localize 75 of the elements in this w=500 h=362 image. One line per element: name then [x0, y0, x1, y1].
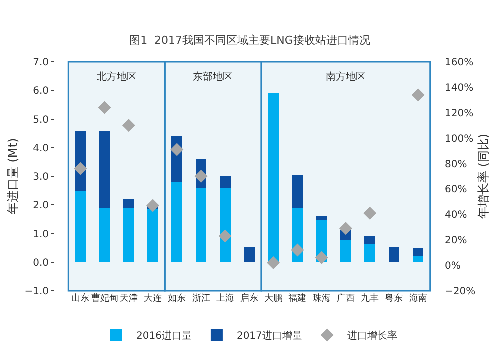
y-tick-label: 7.0: [33, 58, 49, 68]
y2-tick-label: 40%: [445, 210, 468, 222]
legend-label: 2016进口量: [136, 330, 192, 342]
x-tick-label: 大鹏: [264, 293, 283, 304]
point: [267, 256, 280, 270]
point: [194, 170, 208, 183]
bar: [268, 93, 280, 262]
point: [146, 199, 160, 212]
band-label: 南方地区: [326, 71, 366, 83]
x-tick-label: 大连: [144, 293, 162, 304]
bar: [99, 130, 110, 208]
bar: [244, 247, 255, 262]
point: [218, 230, 232, 243]
legend-label: 2017进口增量: [236, 330, 302, 342]
x-tick-label: 粤东: [385, 293, 404, 304]
bar: [124, 208, 134, 262]
y2-tick-label: 160%: [445, 58, 474, 68]
y2-tick-label: 80%: [445, 159, 468, 170]
bar: [220, 176, 231, 188]
y2-axis-title: 年增长率 (同比): [476, 134, 491, 220]
y-tick-label: 4.0: [33, 143, 49, 154]
y-axis-title: 年进口量 (Mt): [6, 138, 20, 215]
x-tick-label: 珠海: [312, 293, 331, 304]
bar: [412, 248, 424, 256]
x-tick-label: 浙江: [192, 293, 210, 304]
bar: [148, 209, 158, 262]
bar: [196, 188, 207, 262]
point: [315, 251, 328, 264]
y2-tick-label: 120%: [445, 108, 474, 120]
x-tick-label: 山东: [72, 293, 90, 304]
bar: [412, 256, 424, 262]
x-tick-label: 启东: [240, 293, 258, 304]
x-tick-label: 上海: [216, 293, 234, 304]
bar: [340, 240, 352, 262]
point: [412, 88, 425, 102]
y2-tick-label: 100%: [445, 134, 474, 145]
bar: [364, 244, 376, 262]
x-tick-label: 海南: [409, 293, 428, 304]
y-tick-label: 2.0: [33, 200, 49, 212]
y-tick-label: 3.0: [33, 172, 49, 183]
x-tick-label: 福建: [288, 293, 307, 304]
chart-title: 图1 2017我国不同区域主要LNG接收站进口情况: [130, 34, 370, 47]
y-tick-label: 6.0: [33, 86, 49, 98]
bar: [99, 208, 110, 262]
y-tick-label: 1.0: [33, 229, 49, 240]
x-tick-label: 曹妃甸: [91, 293, 118, 304]
y2-tick-label: 0%: [445, 261, 461, 272]
bar: [388, 246, 400, 262]
y-tick-label: 0.0: [33, 258, 49, 269]
band-label: 东部地区: [193, 71, 233, 83]
point: [122, 119, 136, 132]
y2-tick-label: 140%: [445, 82, 474, 94]
x-tick-label: 广西: [336, 293, 355, 304]
legend-label: 进口增长率: [347, 330, 398, 342]
bar: [292, 174, 304, 208]
point: [291, 244, 304, 257]
x-tick-label: 九丰: [361, 293, 380, 304]
point: [74, 162, 88, 176]
x-tick-label: 天津: [120, 293, 138, 304]
y2-tick-label: 60%: [445, 184, 468, 196]
y-tick-label: 5.0: [33, 114, 49, 126]
bar: [172, 182, 183, 262]
bar: [364, 236, 376, 244]
y2-tick-label: 20%: [445, 236, 468, 247]
point: [364, 206, 377, 220]
x-tick-label: 如东: [168, 293, 186, 304]
point: [98, 101, 112, 114]
bar: [75, 190, 86, 262]
y-tick-label: −1.0: [24, 286, 49, 298]
bar: [316, 216, 328, 221]
point: [339, 222, 352, 236]
band-label: 北方地区: [97, 71, 137, 83]
point: [170, 143, 184, 156]
y2-tick-label: −20%: [445, 286, 476, 298]
bar: [124, 199, 134, 208]
